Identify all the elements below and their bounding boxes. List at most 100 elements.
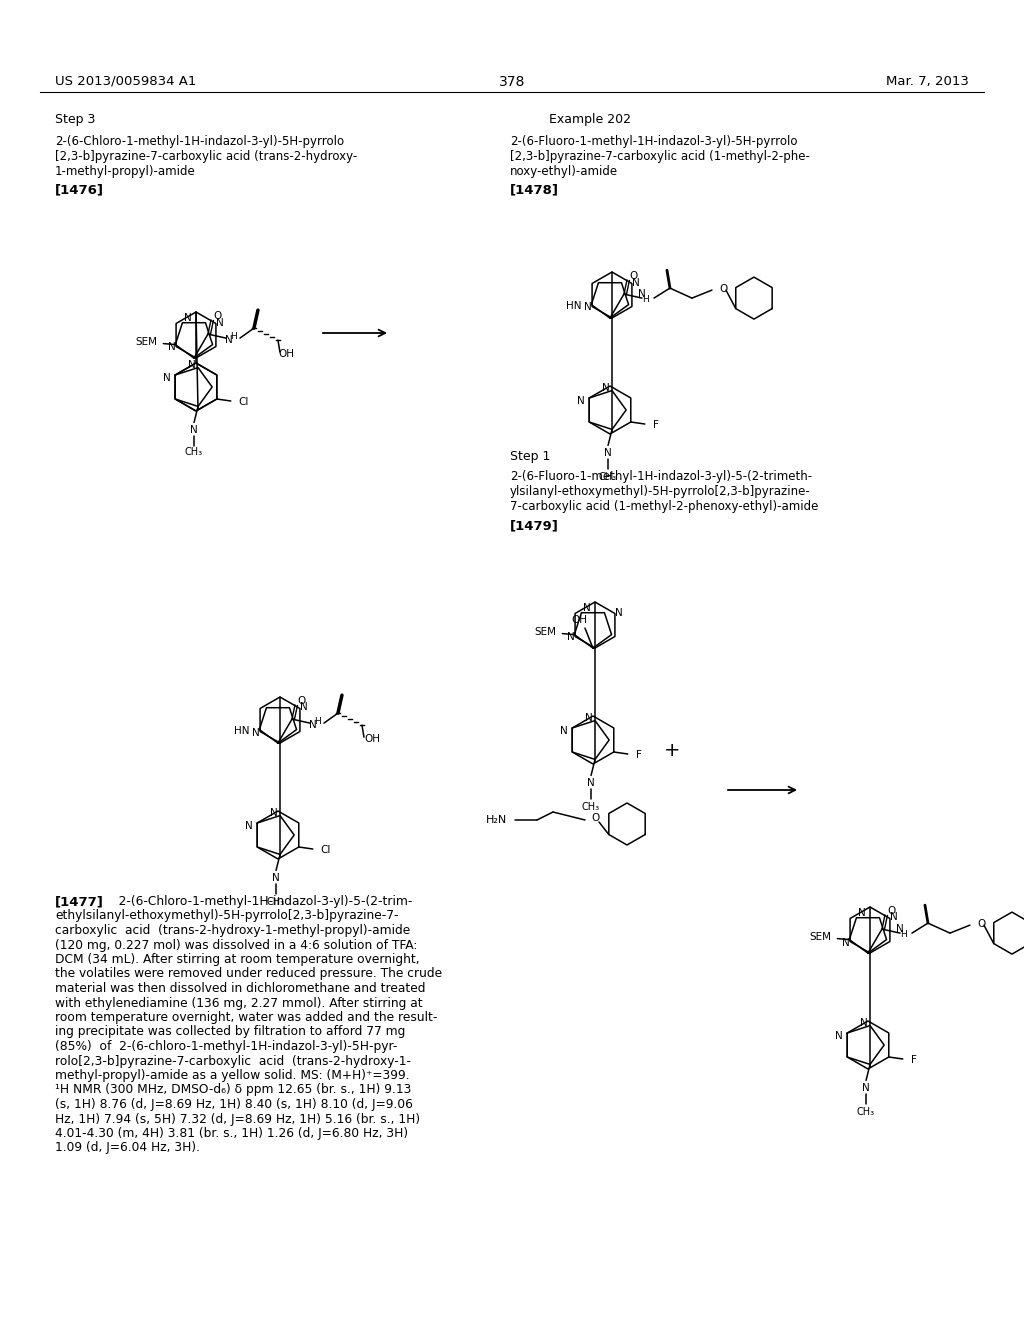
Text: rolo[2,3-b]pyrazine-7-carboxylic  acid  (trans-2-hydroxy-1-: rolo[2,3-b]pyrazine-7-carboxylic acid (t… (55, 1055, 411, 1068)
Text: (120 mg, 0.227 mol) was dissolved in a 4:6 solution of TFA:: (120 mg, 0.227 mol) was dissolved in a 4… (55, 939, 418, 952)
Text: H: H (643, 294, 649, 304)
Text: 2-(6-Fluoro-1-methyl-1H-indazol-3-yl)-5H-pyrrolo: 2-(6-Fluoro-1-methyl-1H-indazol-3-yl)-5H… (510, 135, 798, 148)
Text: N: N (225, 335, 232, 345)
Text: O: O (977, 919, 985, 929)
Text: noxy-ethyl)-amide: noxy-ethyl)-amide (510, 165, 618, 178)
Text: [2,3-b]pyrazine-7-carboxylic acid (trans-2-hydroxy-: [2,3-b]pyrazine-7-carboxylic acid (trans… (55, 150, 357, 162)
Text: N: N (560, 726, 568, 737)
Text: 378: 378 (499, 75, 525, 88)
Text: SEM: SEM (809, 932, 831, 941)
Text: N: N (583, 603, 590, 612)
Text: OH: OH (364, 734, 380, 744)
Text: ethylsilanyl-ethoxymethyl)-5H-pyrrolo[2,3-b]pyrazine-7-: ethylsilanyl-ethoxymethyl)-5H-pyrrolo[2,… (55, 909, 398, 923)
Text: ¹H NMR (300 MHz, DMSO-d₆) δ ppm 12.65 (br. s., 1H) 9.13: ¹H NMR (300 MHz, DMSO-d₆) δ ppm 12.65 (b… (55, 1084, 412, 1097)
Text: N: N (615, 607, 623, 618)
Text: methyl-propyl)-amide as a yellow solid. MS: (M+H)⁺=399.: methyl-propyl)-amide as a yellow solid. … (55, 1069, 410, 1082)
Text: Cl: Cl (239, 397, 249, 407)
Text: N: N (836, 1031, 843, 1041)
Text: CH₃: CH₃ (857, 1107, 876, 1118)
Text: O: O (214, 312, 222, 321)
Text: ylsilanyl-ethoxymethyl)-5H-pyrrolo[2,3-b]pyrazine-: ylsilanyl-ethoxymethyl)-5H-pyrrolo[2,3-b… (510, 484, 811, 498)
Text: N: N (188, 359, 196, 370)
Text: [1477]: [1477] (55, 895, 103, 908)
Text: N: N (896, 924, 904, 935)
Text: 2-(6-Chloro-1-methyl-1H-indazol-3-yl)-5-(2-trim-: 2-(6-Chloro-1-methyl-1H-indazol-3-yl)-5-… (106, 895, 413, 908)
Text: ing precipitate was collected by filtration to afford 77 mg: ing precipitate was collected by filtrat… (55, 1026, 406, 1039)
Text: with ethylenediamine (136 mg, 2.27 mmol). After stirring at: with ethylenediamine (136 mg, 2.27 mmol)… (55, 997, 423, 1010)
Text: N: N (842, 937, 850, 948)
Text: CH₃: CH₃ (185, 447, 203, 458)
Text: N: N (270, 808, 278, 817)
Text: [2,3-b]pyrazine-7-carboxylic acid (1-methyl-2-phe-: [2,3-b]pyrazine-7-carboxylic acid (1-met… (510, 150, 810, 162)
Text: [1476]: [1476] (55, 183, 104, 195)
Text: the volatiles were removed under reduced pressure. The crude: the volatiles were removed under reduced… (55, 968, 442, 981)
Text: +: + (664, 741, 680, 759)
Text: N: N (638, 289, 646, 300)
Text: N: N (587, 779, 595, 788)
Text: N: N (632, 277, 640, 288)
Text: 4.01-4.30 (m, 4H) 3.81 (br. s., 1H) 1.26 (d, J=6.80 Hz, 3H): 4.01-4.30 (m, 4H) 3.81 (br. s., 1H) 1.26… (55, 1127, 409, 1140)
Text: HN: HN (566, 301, 582, 310)
Text: H₂N: H₂N (485, 814, 507, 825)
Text: 7-carboxylic acid (1-methyl-2-phenoxy-ethyl)-amide: 7-carboxylic acid (1-methyl-2-phenoxy-et… (510, 500, 818, 513)
Text: N: N (585, 302, 592, 313)
Text: 1-methyl-propyl)-amide: 1-methyl-propyl)-amide (55, 165, 196, 178)
Text: N: N (602, 383, 610, 392)
Text: Example 202: Example 202 (549, 114, 631, 125)
Text: N: N (604, 449, 612, 458)
Text: Hz, 1H) 7.94 (s, 5H) 7.32 (d, J=8.69 Hz, 1H) 5.16 (br. s., 1H): Hz, 1H) 7.94 (s, 5H) 7.32 (d, J=8.69 Hz,… (55, 1113, 420, 1126)
Text: N: N (168, 342, 176, 352)
Text: N: N (252, 727, 260, 738)
Text: 1.09 (d, J=6.04 Hz, 3H).: 1.09 (d, J=6.04 Hz, 3H). (55, 1142, 200, 1155)
Text: F: F (636, 750, 642, 760)
Text: N: N (164, 374, 171, 383)
Text: O: O (719, 284, 727, 294)
Text: N: N (246, 821, 253, 832)
Text: room temperature overnight, water was added and the result-: room temperature overnight, water was ad… (55, 1011, 437, 1024)
Text: N: N (578, 396, 585, 407)
Text: H: H (230, 331, 238, 341)
Text: O: O (630, 271, 638, 281)
Text: H: H (900, 929, 907, 939)
Text: CH₃: CH₃ (599, 473, 617, 482)
Text: O: O (298, 696, 306, 706)
Text: 2-(6-Fluoro-1-methyl-1H-indazol-3-yl)-5-(2-trimeth-: 2-(6-Fluoro-1-methyl-1H-indazol-3-yl)-5-… (510, 470, 812, 483)
Text: N: N (860, 1018, 868, 1027)
Text: OH: OH (571, 615, 587, 626)
Text: Step 3: Step 3 (55, 114, 95, 125)
Text: US 2013/0059834 A1: US 2013/0059834 A1 (55, 75, 197, 88)
Text: N: N (272, 874, 280, 883)
Text: [1478]: [1478] (510, 183, 559, 195)
Text: HN: HN (233, 726, 250, 735)
Text: N: N (300, 702, 308, 713)
Text: [1479]: [1479] (510, 519, 559, 532)
Text: N: N (567, 632, 574, 643)
Text: H: H (314, 717, 322, 726)
Text: material was then dissolved in dichloromethane and treated: material was then dissolved in dichlorom… (55, 982, 426, 995)
Text: Cl: Cl (321, 845, 331, 855)
Text: N: N (862, 1084, 870, 1093)
Text: O: O (591, 813, 599, 822)
Text: N: N (183, 313, 191, 322)
Text: Mar. 7, 2013: Mar. 7, 2013 (886, 75, 969, 88)
Text: carboxylic  acid  (trans-2-hydroxy-1-methyl-propyl)-amide: carboxylic acid (trans-2-hydroxy-1-methy… (55, 924, 411, 937)
Text: N: N (585, 713, 593, 722)
Text: F: F (910, 1055, 916, 1065)
Text: (85%)  of  2-(6-chloro-1-methyl-1H-indazol-3-yl)-5H-pyr-: (85%) of 2-(6-chloro-1-methyl-1H-indazol… (55, 1040, 397, 1053)
Text: N: N (190, 425, 198, 436)
Text: N: N (309, 721, 316, 730)
Text: Step 1: Step 1 (510, 450, 550, 463)
Text: CH₃: CH₃ (267, 898, 285, 907)
Text: DCM (34 mL). After stirring at room temperature overnight,: DCM (34 mL). After stirring at room temp… (55, 953, 420, 966)
Text: O: O (888, 906, 896, 916)
Text: SEM: SEM (535, 627, 556, 636)
Text: N: N (890, 912, 898, 923)
Text: CH₃: CH₃ (582, 803, 600, 812)
Text: OH: OH (278, 348, 294, 359)
Text: N: N (216, 318, 224, 327)
Text: SEM: SEM (135, 337, 158, 347)
Text: (s, 1H) 8.76 (d, J=8.69 Hz, 1H) 8.40 (s, 1H) 8.10 (d, J=9.06: (s, 1H) 8.76 (d, J=8.69 Hz, 1H) 8.40 (s,… (55, 1098, 413, 1111)
Text: F: F (652, 420, 658, 430)
Text: 2-(6-Chloro-1-methyl-1H-indazol-3-yl)-5H-pyrrolo: 2-(6-Chloro-1-methyl-1H-indazol-3-yl)-5H… (55, 135, 344, 148)
Text: N: N (857, 908, 865, 917)
